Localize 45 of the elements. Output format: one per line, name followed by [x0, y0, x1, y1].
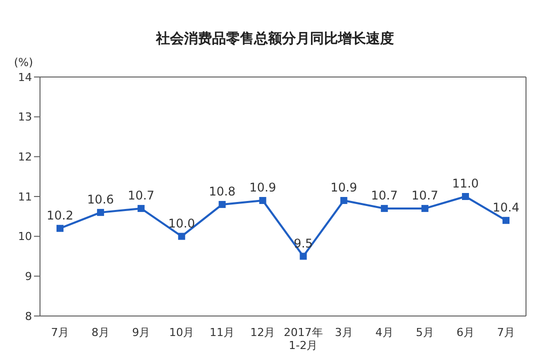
point [138, 204, 145, 212]
x-tick-label: 4月 [375, 326, 394, 339]
data-label: 10.7 [128, 188, 154, 202]
y-tick-label: 9 [25, 270, 32, 284]
x-tick-label: 9月 [132, 326, 150, 339]
point [502, 216, 510, 224]
x-tick-label: 6月 [456, 326, 474, 339]
y-tick-label: 8 [25, 310, 32, 323]
point [462, 193, 469, 200]
data-label: 10.0 [168, 216, 195, 230]
point [97, 208, 104, 216]
x-tick-label: 7月 [497, 326, 515, 339]
x-tick-label: 11月 [210, 326, 235, 339]
x-tick-label: 12月 [250, 326, 276, 339]
data-label: 10.9 [249, 180, 276, 194]
chart-title: 社会消费品零售总额分月同比增长速度 [154, 30, 395, 48]
data-label: 9.5 [294, 236, 313, 250]
y-tick-label: 10 [18, 230, 32, 244]
point [178, 232, 186, 240]
x-tick-label: 5月 [416, 326, 434, 339]
data-label: 10.8 [208, 184, 236, 198]
data-label: 10.7 [412, 188, 438, 202]
point [259, 196, 266, 204]
y-tick-label: 14 [18, 70, 32, 84]
y-tick-label: 11 [18, 190, 32, 204]
point [218, 200, 226, 208]
y-axis-title: (%) [14, 56, 34, 69]
x-tick-label: 3月 [334, 326, 353, 339]
x-tick-label: 7月 [51, 326, 69, 339]
point [380, 204, 388, 212]
y-tick-label: 13 [18, 110, 32, 124]
x-tick-label: 10月 [169, 326, 194, 339]
data-label: 10.2 [46, 208, 74, 222]
data-label: 10.9 [330, 180, 358, 194]
point [56, 224, 64, 232]
y-tick-label: 12 [18, 150, 32, 164]
point [300, 252, 307, 260]
x-tick-label: 2017年 1-2月 [284, 326, 323, 352]
data-label: 10.7 [371, 188, 398, 202]
point [421, 204, 428, 212]
data-label: 10.4 [492, 200, 520, 214]
x-tick-label: 8月 [92, 326, 110, 339]
data-label: 10.6 [87, 192, 114, 206]
data-label: 11.0 [452, 176, 479, 190]
point [340, 196, 348, 204]
